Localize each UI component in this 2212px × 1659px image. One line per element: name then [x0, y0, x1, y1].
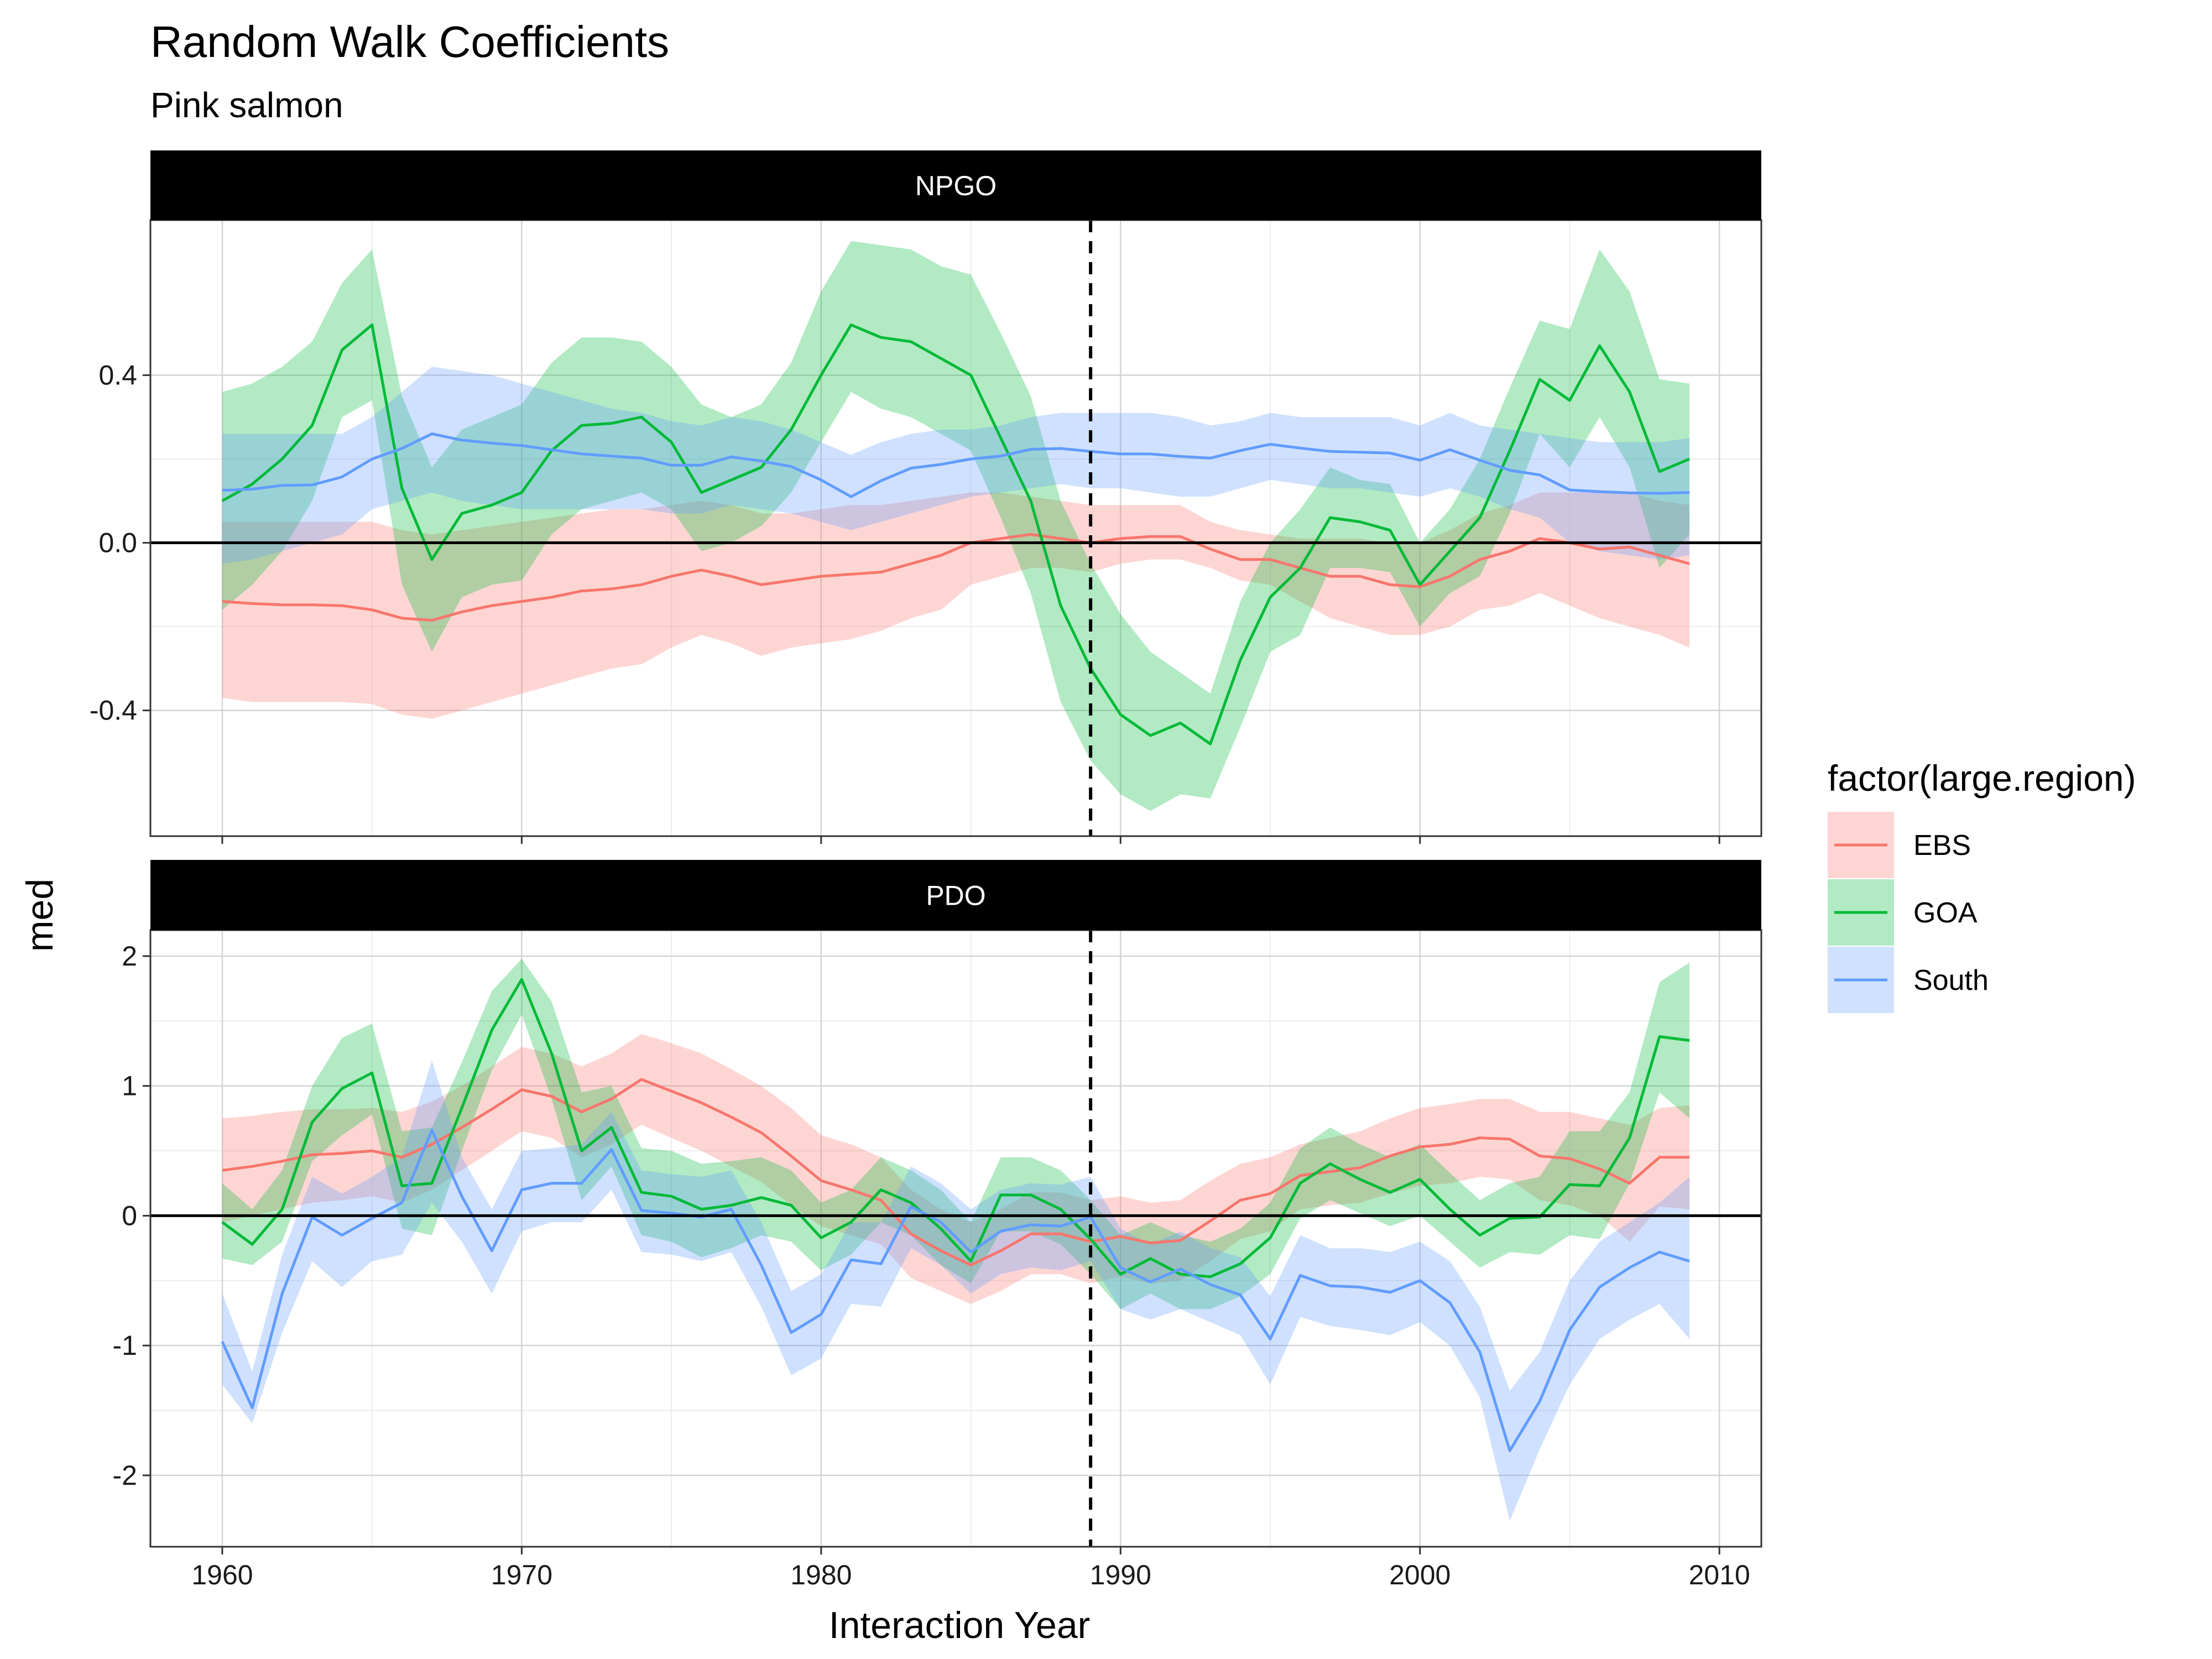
facet-strip-label: PDO — [926, 880, 985, 911]
legend-label: EBS — [1913, 830, 1971, 862]
ribbon-ebs — [222, 1034, 1690, 1304]
x-tick-label: 2000 — [1389, 1559, 1451, 1590]
y-tick-label: 0.0 — [98, 528, 137, 559]
series-line-south — [221, 1129, 1690, 1452]
x-tick-label: 1990 — [1090, 1559, 1151, 1590]
y-tick-label: -2 — [113, 1460, 137, 1491]
series-line-south — [222, 432, 1690, 498]
panel-pdo: PDO -2 -1 0 1 2 1960 1970 1980 1990 2000 2010 — [113, 860, 1762, 1590]
y-tick-label: 2 — [122, 941, 137, 972]
series-line-goa — [221, 324, 1691, 745]
facet-strip — [150, 150, 1761, 220]
legend: factor(large.region) EBS GOA South — [1828, 758, 2136, 1013]
y-axis-title: med — [19, 879, 61, 952]
y-tick-label: -0.4 — [90, 695, 137, 726]
legend-title: factor(large.region) — [1828, 758, 2136, 799]
ribbon-ebs — [222, 492, 1690, 719]
facet-strip — [150, 860, 1761, 930]
y-tick-label: 0 — [122, 1200, 137, 1231]
x-axis-title: Interaction Year — [829, 1604, 1091, 1646]
panel-npgo: NPGO -0.4 0.0 0.4 — [90, 150, 1762, 844]
ribbon-south — [222, 367, 1690, 564]
legend-item-ebs: EBS — [1828, 812, 1971, 878]
y-tick-label: 1 — [122, 1071, 137, 1102]
series-line-ebs — [222, 533, 1690, 622]
data-layer — [221, 241, 1691, 811]
series-line-ebs — [222, 1078, 1690, 1267]
facet-strip-label: NPGO — [915, 170, 997, 201]
y-tick-label: -1 — [113, 1330, 137, 1361]
legend-keys: EBS GOA South — [1828, 812, 1989, 1013]
x-tick-label: 2010 — [1689, 1559, 1750, 1590]
chart-subtitle: Pink salmon — [150, 85, 343, 125]
legend-item-goa: GOA — [1828, 879, 1978, 946]
data-layer — [221, 958, 1690, 1521]
chart-title: Random Walk Coefficients — [150, 17, 669, 66]
y-tick-label: 0.4 — [98, 359, 137, 390]
x-tick-label: 1960 — [191, 1559, 253, 1590]
x-tick-label: 1980 — [790, 1559, 852, 1590]
series-line-goa — [221, 978, 1690, 1279]
ribbon-goa — [222, 241, 1690, 811]
legend-label: South — [1913, 964, 1989, 997]
x-tick-label: 1970 — [491, 1559, 552, 1590]
legend-item-south: South — [1828, 947, 1989, 1013]
legend-label: GOA — [1913, 897, 1978, 929]
facet-panels: NPGO -0.4 0.0 0.4 PDO -2 -1 0 1 2 1960 1970 1980 1990… — [90, 150, 1762, 1590]
